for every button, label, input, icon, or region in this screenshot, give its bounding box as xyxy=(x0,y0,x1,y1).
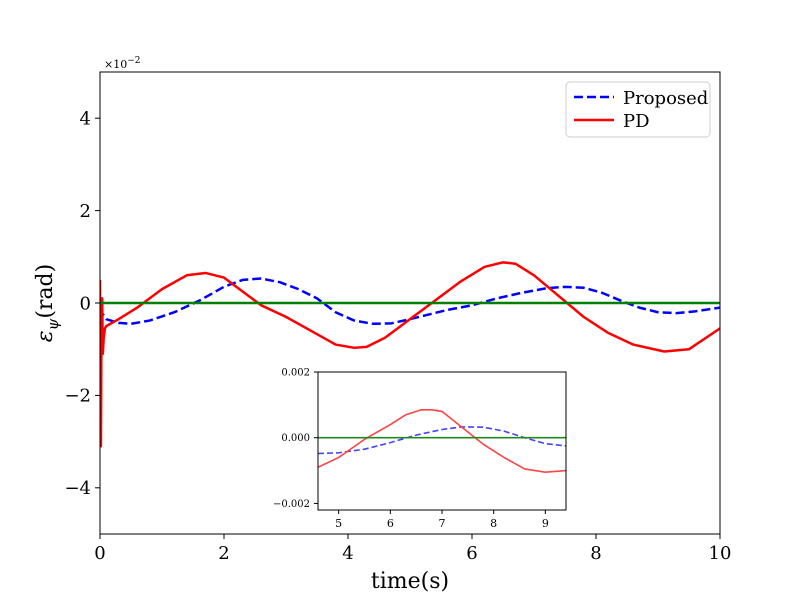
y-axis-label-main: ε xyxy=(33,330,58,342)
inset-ytick-label: 0.000 xyxy=(281,433,310,444)
inset-xtick-label: 5 xyxy=(335,517,342,530)
main-xtick-label: 8 xyxy=(590,543,601,564)
legend: Proposed PD xyxy=(565,81,711,138)
legend-label-proposed: Proposed xyxy=(623,88,708,109)
y-scale-base: ×10 xyxy=(104,58,127,71)
main-series-group xyxy=(100,261,720,448)
main-series-proposed xyxy=(100,277,720,326)
x-axis-label: time(s) xyxy=(371,569,449,594)
y-axis-label-sub: ψ xyxy=(44,318,62,330)
main-xtick-label: 10 xyxy=(709,543,732,564)
inset-series-pd xyxy=(318,408,566,474)
y-scale-exponent: −2 xyxy=(127,56,140,66)
inset-series-group xyxy=(318,408,566,474)
inset-ytick-label: 0.002 xyxy=(281,368,310,379)
main-ytick-label: 0 xyxy=(80,293,91,314)
inset-ticks-group: 5 6 7 8 9 −0.002 0.000 0.002 xyxy=(273,368,549,531)
main-xtick-label: 2 xyxy=(218,543,229,564)
legend-label-pd: PD xyxy=(623,111,650,132)
inset-plot-area xyxy=(318,372,566,510)
main-xtick-label: 4 xyxy=(342,543,353,564)
main-ytick-label: −2 xyxy=(64,386,91,407)
main-ytick-label: 2 xyxy=(80,201,91,222)
main-xtick-label: 6 xyxy=(466,543,477,564)
y-scale-label: ×10−2 xyxy=(104,56,141,71)
inset-xtick-label: 8 xyxy=(490,517,497,530)
inset-xtick-label: 9 xyxy=(542,517,549,530)
main-ytick-label: 4 xyxy=(80,109,91,130)
inset-xtick-label: 6 xyxy=(387,517,394,530)
inset-xtick-label: 7 xyxy=(439,517,446,530)
main-xtick-label: 0 xyxy=(94,543,105,564)
y-axis-label: εψ(rad) xyxy=(33,264,62,342)
main-series-pd xyxy=(100,261,720,448)
inset-ytick-label: −0.002 xyxy=(273,499,310,510)
inset-series-proposed xyxy=(318,426,566,455)
y-axis-label-unit: (rad) xyxy=(33,264,58,319)
main-ytick-label: −4 xyxy=(64,478,91,499)
